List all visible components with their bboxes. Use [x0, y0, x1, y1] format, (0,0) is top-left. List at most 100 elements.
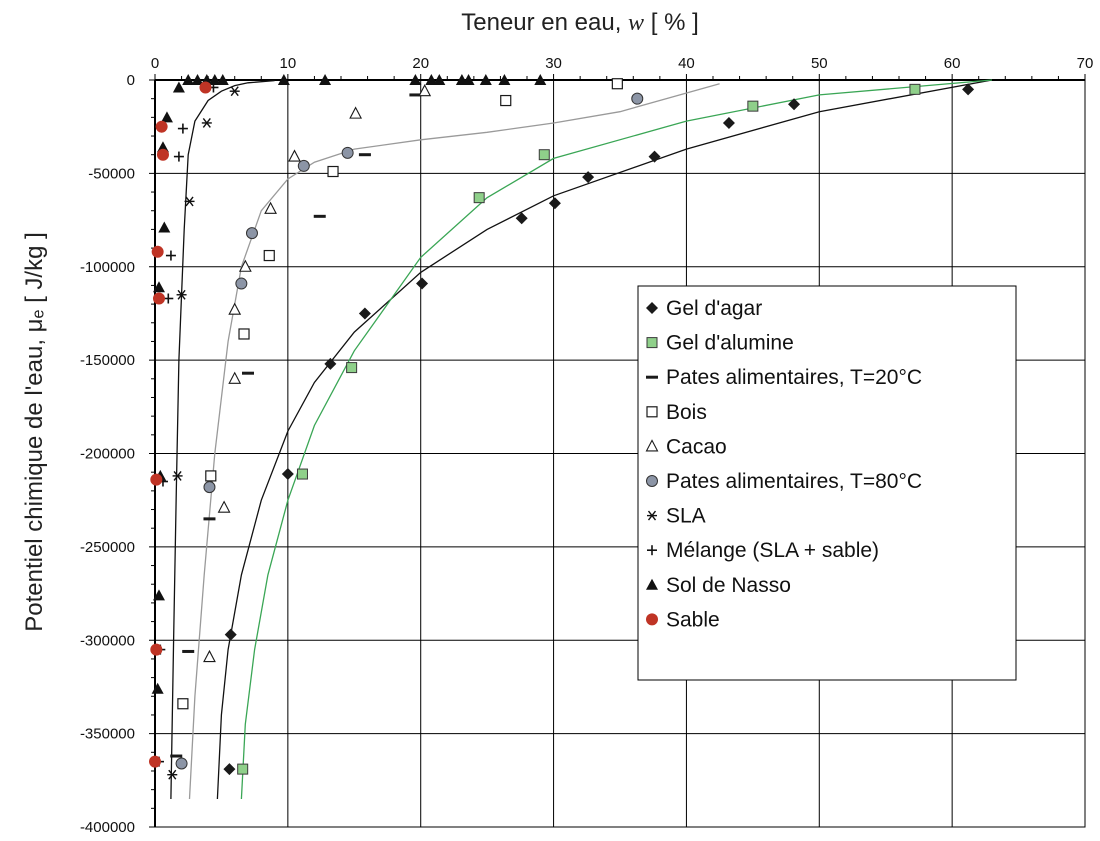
data-point — [167, 769, 178, 780]
data-point — [631, 92, 644, 105]
data-point — [152, 292, 165, 305]
series-dash — [170, 93, 422, 758]
data-point — [152, 589, 165, 601]
data-point — [498, 74, 511, 85]
data-point — [205, 470, 217, 482]
legend-label: Sol de Nasso — [666, 574, 791, 597]
data-point — [203, 517, 216, 521]
series-circle-red — [149, 81, 212, 768]
data-point — [479, 74, 492, 85]
data-point — [425, 74, 438, 85]
ast-c — [202, 118, 211, 128]
data-point — [327, 165, 339, 178]
x-tick-label: 70 — [1077, 55, 1094, 72]
data-point — [203, 649, 216, 663]
data-point — [358, 153, 371, 157]
data-point — [201, 118, 212, 128]
data-point — [416, 277, 429, 290]
x-axis-title-symbol: w — [628, 10, 644, 36]
data-point — [534, 74, 547, 85]
data-point — [217, 500, 231, 513]
data-point — [175, 757, 188, 770]
data-point — [237, 763, 249, 775]
legend-marker — [647, 510, 657, 521]
legend-label: SLA — [666, 505, 706, 528]
data-point — [149, 755, 161, 768]
data-point — [158, 221, 171, 233]
data-point — [150, 643, 163, 656]
data-point — [182, 649, 195, 653]
data-point — [263, 249, 275, 262]
data-point — [346, 362, 358, 374]
data-point — [177, 123, 188, 134]
legend-marker — [646, 375, 658, 379]
data-point — [909, 83, 921, 95]
data-point — [172, 470, 183, 481]
x-axis-title-suffix: [ % ] — [644, 9, 699, 36]
y-tick-label: -250000 — [80, 539, 135, 556]
ast-c — [185, 196, 194, 207]
y-tick-label: -200000 — [80, 446, 135, 463]
series-square-open — [177, 78, 623, 710]
data-point — [160, 111, 173, 123]
data-point — [648, 150, 661, 163]
legend-marker — [646, 406, 658, 418]
legend-label: Bois — [666, 401, 707, 424]
data-point — [288, 149, 301, 162]
legend-label: Mélange (SLA + sable) — [666, 539, 879, 562]
series-triangle-open — [203, 84, 432, 663]
data-point — [208, 74, 221, 85]
data-point — [462, 74, 475, 85]
ast-c — [230, 86, 239, 97]
legend-box — [637, 285, 1017, 681]
ast-c — [173, 470, 182, 481]
legend-label: Cacao — [666, 435, 727, 458]
data-point — [182, 74, 195, 85]
data-point — [418, 84, 432, 97]
data-point — [277, 74, 290, 85]
series-square-filled — [237, 83, 921, 775]
legend-marker — [647, 545, 657, 556]
data-point — [176, 289, 187, 300]
y-axis-title: Potentiel chimique de l'eau, μₑ [ J/kg ] — [21, 232, 48, 632]
legend-label: Gel d'agar — [666, 297, 762, 320]
data-point — [152, 281, 165, 293]
x-tick-label: 40 — [678, 55, 695, 72]
data-point — [281, 468, 294, 481]
data-point — [177, 698, 189, 710]
data-point — [228, 371, 242, 384]
x-axis-title-prefix: Teneur en eau, — [461, 9, 628, 36]
y-tick-label: -400000 — [80, 819, 135, 836]
data-point — [245, 227, 258, 240]
tick-labels: 0 10 20 30 40 50 60 70 0 -50000 -100000 -150000 -200… — [80, 55, 1093, 836]
data-point — [962, 83, 975, 96]
data-point — [216, 74, 229, 85]
legend-label: Pates alimentaires, T=80°C — [666, 470, 922, 493]
data-point — [264, 201, 277, 214]
data-point — [229, 86, 240, 97]
legend-marker — [646, 578, 658, 590]
series-diamond — [223, 83, 975, 776]
y-tick-label: -50000 — [88, 165, 135, 182]
fit-curve — [240, 79, 993, 800]
data-point — [409, 93, 422, 97]
data-point — [297, 159, 310, 172]
series-circle-gray — [175, 92, 644, 770]
data-point — [238, 259, 252, 272]
data-point — [155, 120, 168, 133]
data-point — [173, 151, 184, 162]
data-point — [150, 473, 163, 486]
data-point — [238, 328, 250, 340]
data-point — [358, 307, 371, 320]
data-point — [515, 212, 528, 225]
y-tick-label: -300000 — [80, 632, 135, 649]
data-point — [409, 74, 422, 85]
fit-curve — [170, 79, 275, 800]
data-point — [172, 81, 185, 93]
data-point — [165, 250, 176, 261]
legend: Gel d'agar Gel d'alumine Pates alimentaire… — [637, 285, 1017, 681]
legend-label: Gel d'alumine — [666, 332, 794, 355]
data-point — [341, 146, 354, 159]
data-point — [223, 763, 236, 776]
x-tick-label: 10 — [280, 55, 297, 72]
